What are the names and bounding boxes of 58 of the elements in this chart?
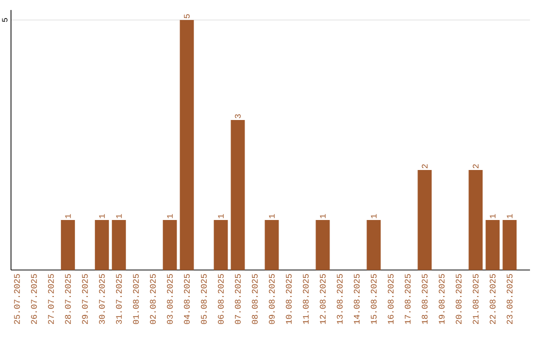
x-tick-label: 20.08.2025 — [456, 274, 462, 324]
x-tick-label: 31.07.2025 — [116, 274, 122, 324]
x-tick-label: 04.08.2025 — [184, 274, 190, 324]
x-tick-label: 14.08.2025 — [354, 274, 360, 324]
bar — [180, 20, 194, 270]
x-tick-label: 19.08.2025 — [438, 274, 445, 324]
data-label: 1 — [268, 214, 275, 218]
data-label: 1 — [320, 214, 326, 218]
x-tick-label: 25.07.2025 — [14, 274, 20, 324]
bar — [264, 220, 279, 270]
x-tick-label: 18.08.2025 — [422, 274, 428, 324]
bar — [468, 170, 483, 270]
data-label: 1 — [65, 214, 71, 218]
data-label: 5 — [184, 14, 190, 18]
x-tick-label: 17.08.2025 — [404, 274, 411, 324]
x-tick-label: 07.08.2025 — [234, 274, 241, 324]
x-tick-label: 15.08.2025 — [370, 274, 377, 324]
bar — [94, 220, 109, 270]
x-tick-label: 28.07.2025 — [65, 274, 71, 324]
data-label: 1 — [167, 214, 173, 218]
x-tick-label: 30.07.2025 — [99, 274, 105, 324]
x-tick-label: 27.07.2025 — [48, 274, 54, 324]
x-tick-label: 09.08.2025 — [268, 274, 275, 324]
x-tick-label: 16.08.2025 — [388, 274, 394, 324]
data-label: 1 — [218, 214, 224, 218]
x-tick-label: 06.08.2025 — [218, 274, 224, 324]
bar — [214, 220, 228, 270]
x-tick-label: 11.08.2025 — [302, 274, 309, 324]
data-label: 3 — [234, 114, 241, 118]
bar — [486, 220, 500, 270]
bar — [60, 220, 75, 270]
x-tick-label: 23.08.2025 — [506, 274, 512, 324]
x-tick-label: 02.08.2025 — [150, 274, 156, 324]
data-label: 2 — [472, 164, 478, 168]
x-tick-label: 21.08.2025 — [472, 274, 479, 324]
x-tick-label: 29.07.2025 — [82, 274, 88, 324]
data-label: 1 — [99, 214, 105, 218]
x-tick-label: 22.08.2025 — [490, 274, 496, 324]
data-label: 2 — [422, 164, 428, 168]
bar — [418, 170, 432, 270]
data-label: 1 — [116, 214, 122, 218]
bar — [502, 220, 517, 270]
x-tick-label: 03.08.2025 — [166, 274, 173, 324]
x-tick-label: 05.08.2025 — [200, 274, 207, 324]
bar — [230, 120, 245, 270]
x-tick-label: 10.08.2025 — [286, 274, 292, 324]
x-tick-label: 12.08.2025 — [320, 274, 326, 324]
bar — [316, 220, 330, 270]
data-label: 1 — [506, 214, 512, 218]
bar — [366, 220, 381, 270]
data-label: 1 — [370, 214, 377, 218]
x-tick-label: 13.08.2025 — [336, 274, 343, 324]
x-tick-label: 01.08.2025 — [132, 274, 139, 324]
x-tick-label: 08.08.2025 — [252, 274, 258, 324]
data-label: 1 — [490, 214, 496, 218]
bar — [112, 220, 126, 270]
bar — [162, 220, 177, 270]
x-tick-label: 26.07.2025 — [31, 274, 37, 324]
